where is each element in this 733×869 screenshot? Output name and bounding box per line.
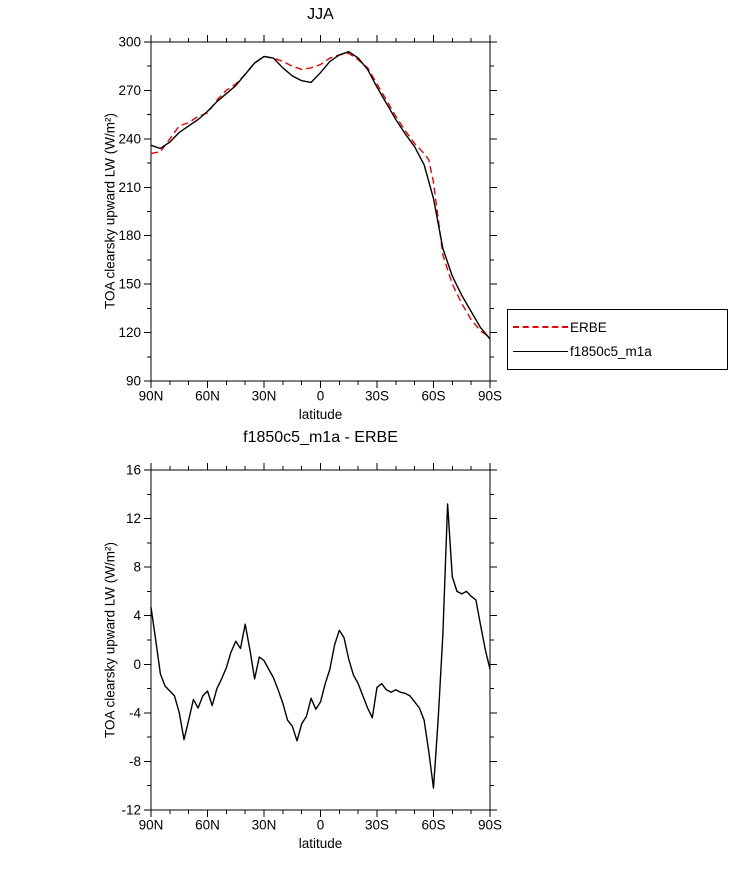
y-tick-label: -8 bbox=[129, 754, 141, 769]
y-tick-label: 8 bbox=[133, 560, 141, 575]
legend-item-f1850c5-m1a: f1850c5_m1a bbox=[513, 344, 727, 359]
bottom-chart-title: f1850c5_m1a - ERBE bbox=[243, 429, 398, 446]
axis-ticks bbox=[144, 35, 497, 388]
x-tick-label: 30S bbox=[365, 389, 389, 404]
top-chart-title: JJA bbox=[307, 6, 334, 23]
y-tick-label: 270 bbox=[118, 83, 141, 98]
top-chart-plot: 90N 60N 30N 0 30S 60S 90S 90 120 150 180 210 240 270 3… bbox=[118, 35, 502, 404]
x-tick-label: 90N bbox=[139, 389, 164, 404]
legend: ERBE f1850c5_m1a bbox=[507, 309, 728, 370]
x-tick-label: 90S bbox=[478, 818, 502, 833]
top-chart-y-axis-label: TOA clearsky upward LW (W/m²) bbox=[102, 112, 118, 310]
x-tick-label: 30N bbox=[252, 389, 277, 404]
y-tick-label: -12 bbox=[121, 803, 141, 818]
y-tick-label: -4 bbox=[129, 705, 141, 720]
x-tick-label: 60S bbox=[421, 818, 445, 833]
y-tick-label: 0 bbox=[133, 657, 141, 672]
y-tick-label: 300 bbox=[118, 35, 141, 50]
y-tick-label: 120 bbox=[118, 325, 141, 340]
x-tick-label: 90N bbox=[139, 818, 164, 833]
y-tick-label: 180 bbox=[118, 228, 141, 243]
bottom-chart-plot: 90N 60N 30N 0 30S 60S 90S -12 -8 -4 0 4 8 12 16 bbox=[121, 463, 502, 833]
x-tick-label: 60N bbox=[195, 818, 220, 833]
x-tick-label: 60N bbox=[195, 389, 220, 404]
x-tick-label: 0 bbox=[317, 389, 325, 404]
bottom-chart-x-axis-label: latitude bbox=[298, 836, 343, 851]
y-tick-label: 4 bbox=[133, 608, 141, 623]
series-line-1 bbox=[150, 51, 491, 340]
x-tick-label: 60S bbox=[421, 389, 445, 404]
y-tick-label: 150 bbox=[118, 277, 141, 292]
erbe-dashed-line-sample bbox=[513, 326, 568, 329]
x-tick-label: 30N bbox=[252, 818, 277, 833]
y-tick-label: 210 bbox=[118, 180, 141, 195]
f1850c5-m1a-solid-line-sample bbox=[513, 351, 568, 353]
plot-frame bbox=[150, 41, 491, 382]
x-tick-label: 0 bbox=[317, 818, 325, 833]
plot-frame bbox=[150, 469, 491, 811]
bottom-chart-y-axis-label: TOA clearsky upward LW (W/m²) bbox=[102, 541, 118, 739]
legend-label-erbe: ERBE bbox=[570, 319, 607, 335]
series-line-0 bbox=[150, 503, 491, 789]
x-tick-label: 90S bbox=[478, 389, 502, 404]
y-tick-label: 90 bbox=[126, 374, 141, 389]
legend-item-erbe: ERBE bbox=[513, 320, 727, 335]
y-tick-label: 240 bbox=[118, 131, 141, 146]
y-tick-label: 16 bbox=[126, 463, 141, 478]
legend-label-f1850c5-m1a: f1850c5_m1a bbox=[570, 344, 652, 360]
x-tick-label: 30S bbox=[365, 818, 389, 833]
series-line-0 bbox=[150, 52, 491, 338]
top-chart-x-axis-label: latitude bbox=[298, 407, 343, 422]
y-tick-label: 12 bbox=[126, 511, 141, 526]
axis-ticks bbox=[144, 463, 497, 817]
